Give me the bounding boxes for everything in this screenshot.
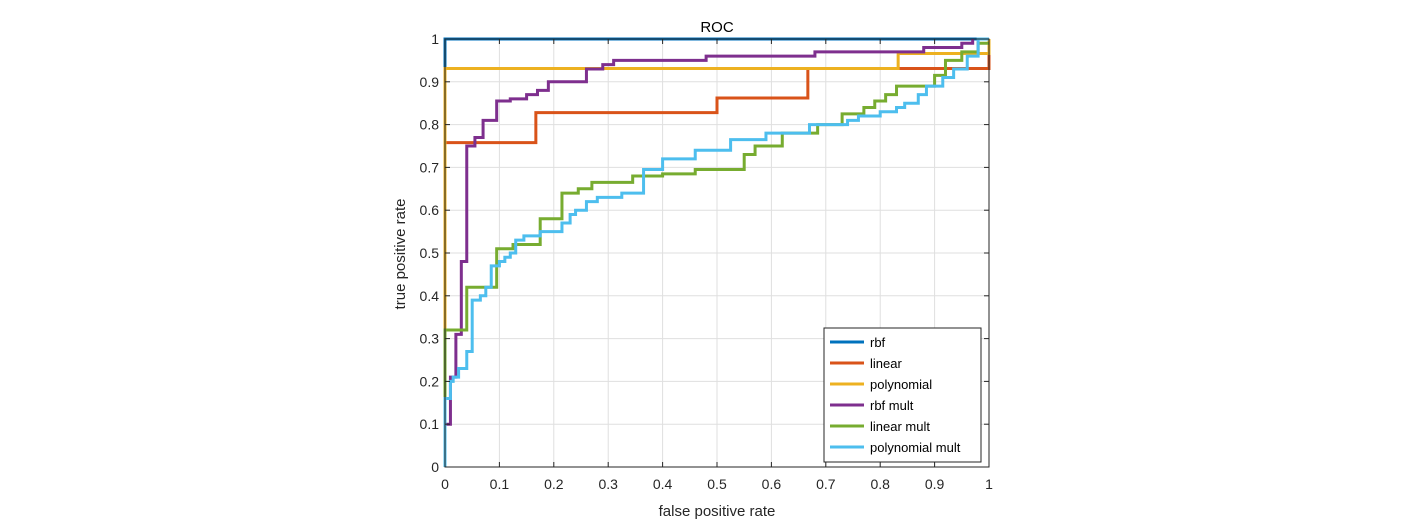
y-tick-label: 0.6	[420, 202, 440, 218]
x-tick-label: 0.6	[762, 476, 782, 492]
y-tick-label: 0.9	[420, 74, 440, 90]
x-tick-label: 0.2	[544, 476, 564, 492]
y-tick-label: 0.5	[420, 245, 440, 261]
y-tick-label: 0	[431, 459, 439, 475]
y-axis-label: true positive rate	[392, 199, 409, 310]
y-tick-label: 0.8	[420, 117, 440, 133]
series-line-rbf-mult	[443, 39, 975, 467]
x-tick-label: 0.1	[490, 476, 510, 492]
x-axis-label: false positive rate	[659, 503, 776, 520]
x-tick-label: 0.3	[598, 476, 618, 492]
x-tick-label: 0.7	[816, 476, 836, 492]
y-tick-label: 1	[431, 31, 439, 47]
y-tick-label: 0.4	[420, 288, 440, 304]
x-tick-label: 0.5	[707, 476, 727, 492]
x-tick-label: 0.8	[870, 476, 890, 492]
tick-labels: 0 0.1 0.2 0.3 0.4 0.5 0.6 0.7 0.8 0.9 1 0 0.1 0.2 0.3 0…	[420, 31, 994, 492]
legend-label: rbf	[870, 335, 886, 350]
legend-label: rbf mult	[870, 398, 914, 413]
legend-label: linear	[870, 356, 902, 371]
x-tick-label: 1	[985, 476, 993, 492]
x-tick-label: 0.9	[925, 476, 945, 492]
tick-marks	[444, 38, 990, 468]
y-tick-label: 0.2	[420, 373, 440, 389]
legend-label: linear mult	[870, 419, 930, 434]
chart-title: ROC	[700, 19, 734, 36]
y-tick-label: 0.1	[420, 416, 440, 432]
y-tick-label: 0.7	[420, 159, 440, 175]
x-tick-label: 0	[441, 476, 449, 492]
series-line-polynomial-mult	[443, 37, 989, 467]
legend-box	[823, 327, 982, 463]
y-tick-label: 0.3	[420, 331, 440, 347]
legend-label: polynomial	[870, 377, 932, 392]
legend: rbf linear polynomial rbf mult linear mult po…	[823, 327, 982, 463]
legend-label: polynomial mult	[870, 440, 961, 455]
x-tick-label: 0.4	[653, 476, 673, 492]
